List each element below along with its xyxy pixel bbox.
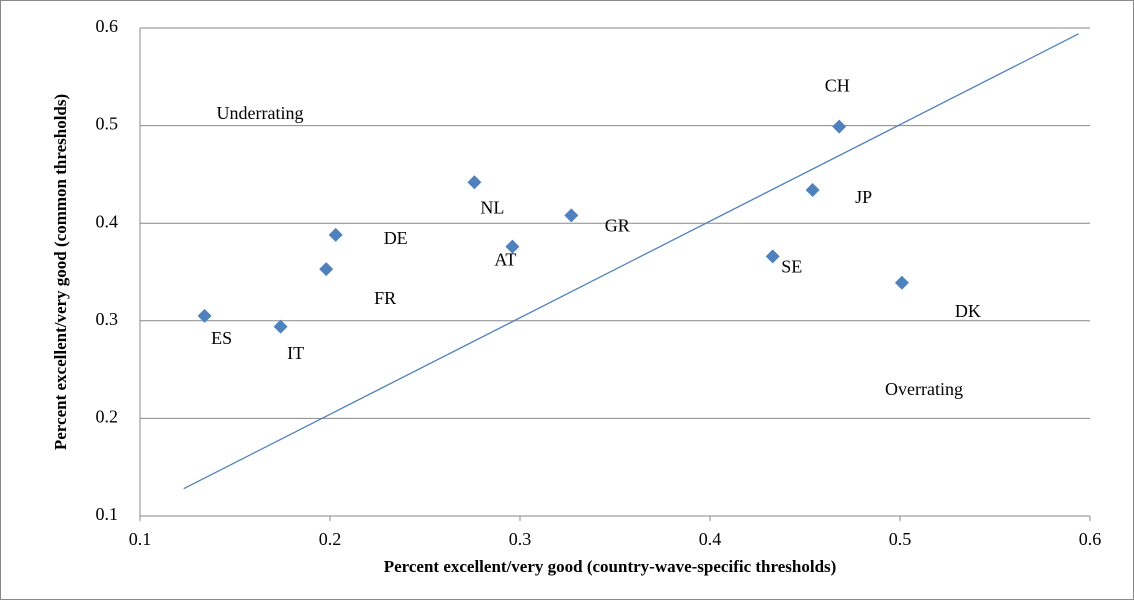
point xyxy=(505,239,520,254)
point-label: GR xyxy=(605,216,630,236)
reference-line xyxy=(183,33,1079,490)
y-tick-label: 0.5 xyxy=(96,114,119,134)
x-tick-label: 0.6 xyxy=(1079,529,1102,549)
y-tick-label: 0.1 xyxy=(96,504,119,524)
y-tick-label: 0.2 xyxy=(96,407,119,427)
y-axis-title: Percent excellent/very good (common thre… xyxy=(51,94,70,450)
point xyxy=(765,249,780,264)
point xyxy=(319,262,334,277)
x-tick-label: 0.2 xyxy=(319,529,342,549)
x-tick-label: 0.3 xyxy=(509,529,532,549)
point xyxy=(894,275,909,290)
point-label: IT xyxy=(287,343,304,363)
point xyxy=(197,308,212,323)
x-tick-label: 0.4 xyxy=(699,529,722,549)
x-axis-title: Percent excellent/very good (country-wav… xyxy=(384,557,837,576)
point-label: CH xyxy=(825,76,850,96)
point xyxy=(805,183,820,198)
point-label: AT xyxy=(494,250,516,270)
point-label: JP xyxy=(855,187,872,207)
y-tick-label: 0.6 xyxy=(96,16,119,36)
point-label: DK xyxy=(955,301,981,321)
x-tick-label: 0.1 xyxy=(129,529,152,549)
point xyxy=(832,119,847,134)
point xyxy=(273,319,288,334)
point-label: SE xyxy=(781,257,802,277)
point xyxy=(467,175,482,190)
y-tick-label: 0.4 xyxy=(96,211,119,231)
point-label: DE xyxy=(384,228,408,248)
x-tick-label: 0.5 xyxy=(889,529,912,549)
point-label: NL xyxy=(480,197,504,217)
annotation: Underrating xyxy=(217,103,304,123)
point-label: ES xyxy=(211,328,232,348)
annotation: Overrating xyxy=(885,379,963,399)
point xyxy=(328,227,343,242)
point xyxy=(564,208,579,223)
point-label: FR xyxy=(374,288,396,308)
y-tick-label: 0.3 xyxy=(96,309,119,329)
